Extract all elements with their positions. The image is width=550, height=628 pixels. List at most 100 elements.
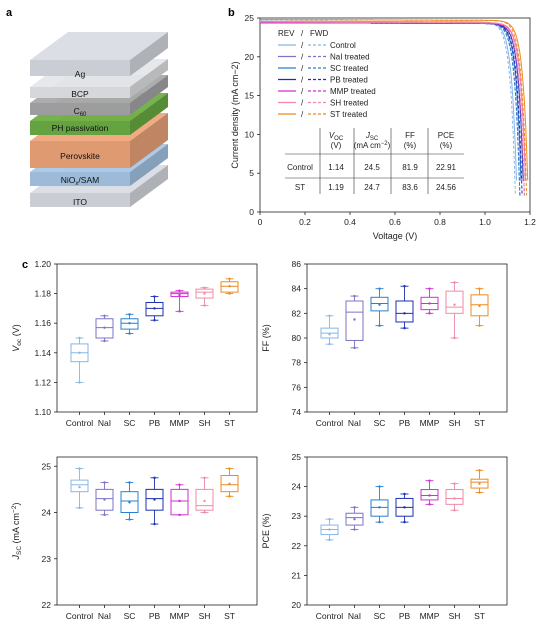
box-y-tick-label: 22: [42, 600, 52, 610]
jv-x-tick-label: 1.2: [524, 217, 536, 227]
jv-table-header-unit: (%): [440, 141, 453, 150]
jv-curve-rev: [260, 21, 526, 181]
jv-y-tick-label: 0: [249, 207, 254, 217]
box-mean: [153, 498, 156, 501]
subscript: OC: [334, 136, 344, 142]
box-y-tick-label: 20: [292, 600, 302, 610]
jv-y-tick-label: 20: [245, 52, 255, 62]
stack-layer-side: [130, 32, 168, 76]
jv-legend-label: SC treated: [330, 64, 368, 73]
jv-table-cell: 83.6: [402, 183, 418, 192]
box-mean: [403, 312, 406, 315]
jv-curve-fwd: [260, 20, 516, 196]
box-point: [353, 528, 356, 531]
box-x-tick-label: SH: [199, 418, 211, 428]
box-point: [378, 324, 381, 327]
jsc-boxplot: 22 23 24 25 JSC (mA cm−2) Control NaI SC PB MMP SH…: [11, 456, 258, 621]
jv-legend-slash: /: [301, 110, 304, 119]
box-y-tick-label: 86: [292, 259, 302, 269]
box-y-tick-label: 74: [292, 407, 302, 417]
box-mean: [453, 303, 456, 306]
box-x-tick-label: Control: [316, 418, 344, 428]
box-point: [103, 481, 106, 484]
jv-x-tick-label: 0.2: [299, 217, 311, 227]
pce-boxplot: 20 21 22 23 24 25 PCE (%) Control NaI SC PB MMP SH ST: [261, 452, 508, 621]
box-x-tick-label: PB: [149, 418, 161, 428]
box-x-tick-label: ST: [224, 611, 235, 621]
box-y-tick-label: 1.20: [34, 259, 51, 269]
box-mean: [203, 292, 206, 295]
jv-legend-fwd: FWD: [310, 29, 328, 38]
voc-boxplot: 1.10 1.12 1.14 1.16 1.18 1.20 Voc (V) Control Na…: [11, 259, 258, 428]
box-y-tick-label: 1.16: [34, 318, 51, 328]
box-y-tick-label: 1.14: [34, 348, 51, 358]
panel-label-b: b: [228, 7, 235, 19]
box-x-tick-label: SH: [199, 611, 211, 621]
box-x-tick-label: PB: [149, 611, 161, 621]
box-y-tick-label: 22: [292, 541, 302, 551]
box-point: [353, 346, 356, 350]
stack-layer-label: Perovskite: [60, 151, 100, 161]
box-mean: [378, 506, 381, 509]
box-point: [453, 336, 456, 340]
box-point: [478, 491, 481, 494]
box-x-tick-label: Control: [66, 611, 94, 621]
box-x-tick-label: Control: [66, 418, 94, 428]
box-plot-frame: [56, 456, 258, 606]
jv-table-cell: 24.5: [364, 163, 380, 172]
panel-label-c: c: [22, 259, 28, 271]
box-point: [403, 326, 406, 330]
box-y-tick-label: 76: [292, 382, 302, 392]
paren: ): [388, 141, 391, 150]
box-point: [378, 287, 381, 290]
jv-legend-label: SH treated: [330, 99, 368, 108]
subscript: oc: [16, 338, 23, 346]
stack-layer-front: [30, 193, 130, 207]
box-point: [128, 313, 131, 316]
jv-curve-rev: [260, 22, 526, 181]
box-y-tick-label: 82: [292, 308, 302, 318]
box-point: [203, 304, 206, 307]
box-x-tick-label: MMP: [170, 611, 190, 621]
stack-layer-side: [130, 165, 168, 207]
box-point: [453, 509, 456, 512]
box-x-tick-label: SC: [124, 611, 136, 621]
box-x-tick-label: MMP: [420, 611, 440, 621]
box-point: [228, 277, 231, 280]
label-tail: /SAM: [78, 175, 99, 185]
jv-x-tick-label: 0.4: [344, 217, 356, 227]
box-mean: [128, 501, 131, 504]
jv-table-cell: 1.14: [328, 163, 344, 172]
box-mean: [203, 499, 206, 503]
jv-x-axis-label: Voltage (V): [373, 231, 418, 241]
box-mean: [428, 302, 431, 305]
jv-table-cell: 24.7: [364, 183, 380, 192]
jv-x-tick-label: 0: [258, 217, 263, 227]
box-x-tick-label: PB: [399, 418, 411, 428]
jv-x-tick-label: 0.8: [434, 217, 446, 227]
box-point: [428, 312, 431, 315]
stack-layer-label: BCP: [71, 89, 89, 99]
stack-layer-front: [30, 87, 130, 98]
jv-y-tick-label: 15: [245, 91, 255, 101]
box-point: [328, 342, 331, 346]
box-point: [153, 476, 156, 480]
jv-curve-rev: [260, 20, 517, 181]
stack-layer-side: [130, 113, 168, 168]
box-x-tick-label: ST: [474, 611, 485, 621]
box-mean: [453, 497, 456, 500]
box-mean: [328, 333, 331, 336]
box-point: [403, 492, 406, 496]
jv-legend-slash: /: [301, 29, 304, 38]
box-mean: [353, 318, 356, 321]
box-point: [428, 287, 431, 290]
jv-table-cell: 1.19: [328, 183, 344, 192]
box-point: [128, 518, 131, 521]
box-point: [478, 324, 481, 327]
box-mean: [78, 351, 81, 354]
jv-y-tick-label: 25: [245, 13, 255, 23]
subscript: SC: [16, 546, 23, 555]
box-point: [153, 319, 156, 322]
